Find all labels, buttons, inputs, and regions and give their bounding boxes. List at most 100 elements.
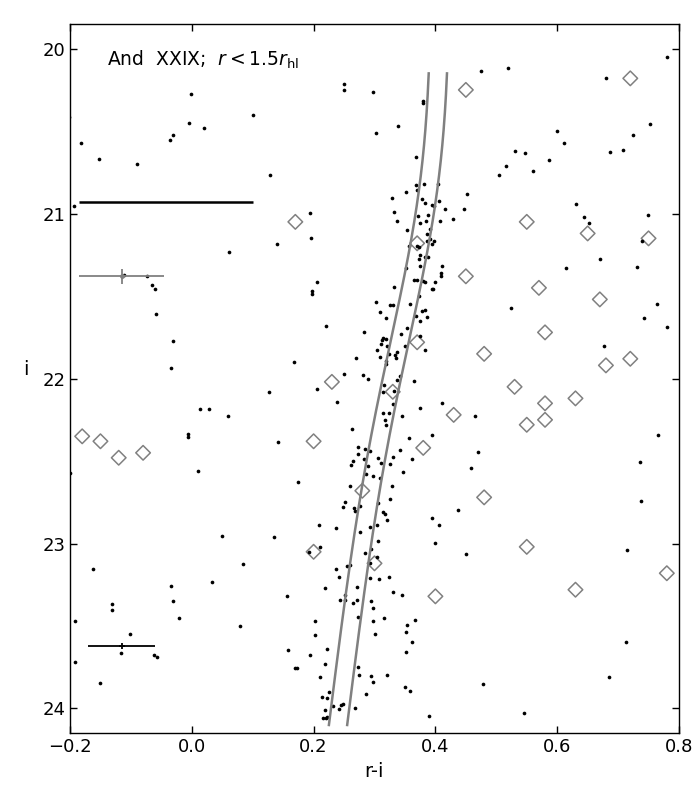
Point	[203, 403, 214, 416]
Point	[500, 159, 512, 172]
Point	[540, 414, 551, 426]
Point	[374, 472, 386, 485]
Point	[636, 494, 647, 507]
Point	[224, 246, 235, 259]
Point	[519, 707, 530, 720]
Point	[315, 671, 326, 684]
Point	[361, 688, 372, 701]
Point	[372, 535, 384, 548]
Point	[372, 344, 383, 357]
Point	[87, 563, 98, 575]
Point	[311, 383, 322, 395]
Point	[281, 590, 293, 603]
Point	[412, 336, 423, 348]
Point	[435, 267, 447, 280]
Point	[306, 288, 317, 300]
Point	[195, 402, 206, 415]
Point	[400, 186, 412, 198]
Point	[434, 214, 445, 227]
Point	[306, 285, 317, 298]
Point	[113, 451, 125, 464]
Point	[377, 386, 388, 398]
Point	[350, 702, 361, 715]
Point	[407, 635, 418, 648]
Point	[182, 431, 193, 444]
Point	[263, 386, 274, 398]
Point	[118, 269, 130, 281]
Point	[461, 270, 472, 283]
Point	[167, 334, 178, 347]
Point	[652, 297, 663, 310]
Point	[394, 369, 405, 382]
Point	[288, 355, 300, 368]
Point	[173, 611, 184, 624]
Point	[344, 559, 356, 571]
Point	[643, 209, 654, 222]
Point	[64, 467, 76, 480]
Point	[377, 333, 388, 346]
Point	[426, 199, 438, 212]
Point	[638, 312, 650, 324]
Point	[106, 598, 118, 611]
Point	[164, 133, 175, 146]
Point	[652, 428, 664, 441]
Point	[346, 459, 357, 472]
Point	[380, 355, 391, 367]
Point	[364, 571, 375, 584]
Point	[401, 618, 412, 631]
Point	[304, 545, 315, 558]
Point	[421, 227, 433, 240]
Point	[182, 428, 193, 441]
Point	[424, 709, 435, 722]
Point	[428, 199, 440, 212]
Point	[387, 480, 398, 493]
Point	[352, 594, 363, 607]
Point	[384, 407, 395, 420]
Point	[387, 451, 398, 464]
Point	[644, 118, 655, 131]
Point	[390, 351, 401, 364]
Point	[404, 684, 415, 697]
Point	[374, 350, 385, 363]
Point	[379, 378, 390, 391]
Point	[419, 178, 430, 190]
Point	[570, 583, 581, 596]
Point	[404, 239, 415, 252]
Point	[582, 227, 594, 240]
Point	[342, 559, 353, 572]
Point	[420, 214, 431, 227]
Point	[381, 419, 392, 432]
Point	[437, 259, 448, 272]
Point	[333, 571, 344, 583]
Point	[272, 435, 284, 448]
Point	[383, 347, 394, 360]
Point	[365, 520, 376, 533]
Point	[116, 647, 127, 660]
Point	[283, 644, 294, 657]
Point	[222, 410, 233, 422]
Point	[365, 543, 377, 556]
Point	[470, 410, 481, 422]
Point	[598, 340, 609, 352]
Point	[433, 194, 444, 207]
Point	[440, 202, 451, 215]
Point	[414, 315, 425, 328]
Point	[453, 503, 464, 516]
Point	[272, 238, 283, 250]
Point	[407, 453, 418, 465]
Y-axis label: i: i	[22, 359, 28, 379]
Point	[326, 375, 337, 388]
Point	[414, 216, 426, 229]
Point	[433, 177, 444, 190]
Point	[359, 443, 370, 456]
Point	[411, 310, 422, 323]
Point	[293, 476, 304, 489]
Point	[386, 191, 397, 204]
Point	[603, 671, 615, 684]
Point	[234, 619, 246, 632]
Point	[509, 380, 520, 393]
Point	[314, 519, 325, 532]
Point	[165, 361, 176, 374]
Point	[540, 397, 551, 410]
Point	[419, 276, 430, 289]
